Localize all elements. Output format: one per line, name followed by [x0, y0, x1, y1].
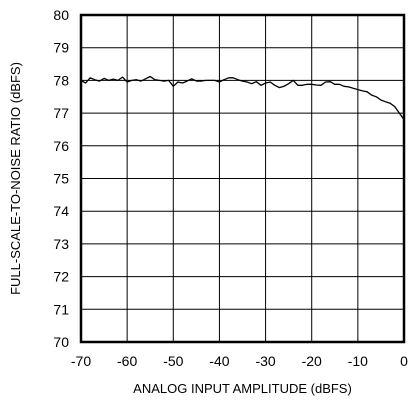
series-line [80, 75, 405, 120]
x-tick-label: -70 [71, 353, 91, 369]
y-tick-labels: 70 71 72 73 74 75 76 77 78 79 80 [53, 7, 69, 350]
y-tick-label: 75 [53, 171, 69, 187]
x-axis-title: ANALOG INPUT AMPLITUDE (dBFS) [133, 381, 352, 396]
y-tick-label: 76 [53, 138, 69, 154]
x-tick-label: -60 [117, 353, 137, 369]
y-tick-label: 73 [53, 236, 69, 252]
y-tick-label: 72 [53, 269, 69, 285]
y-tick-label: 79 [53, 40, 69, 56]
x-tick-label: -30 [255, 353, 275, 369]
y-tick-label: 77 [53, 105, 69, 121]
y-tick-label: 70 [53, 334, 69, 350]
y-tick-label: 80 [53, 7, 69, 23]
x-tick-label: -40 [209, 353, 229, 369]
series-layer [80, 75, 405, 120]
y-tick-label: 71 [53, 301, 69, 317]
x-tick-labels: -70 -60 -50 -40 -30 -20 -10 0 [71, 353, 408, 369]
y-tick-label: 78 [53, 72, 69, 88]
y-axis-title: FULL-SCALE-TO-NOISE RATIO (dBFS) [8, 62, 23, 295]
x-tick-label: -20 [302, 353, 322, 369]
y-tick-label: 74 [53, 203, 69, 219]
x-tick-label: -10 [348, 353, 368, 369]
plot-frame [79, 13, 406, 344]
x-tick-label: -50 [163, 353, 183, 369]
grid-lines [81, 15, 404, 342]
x-tick-label: 0 [400, 353, 408, 369]
